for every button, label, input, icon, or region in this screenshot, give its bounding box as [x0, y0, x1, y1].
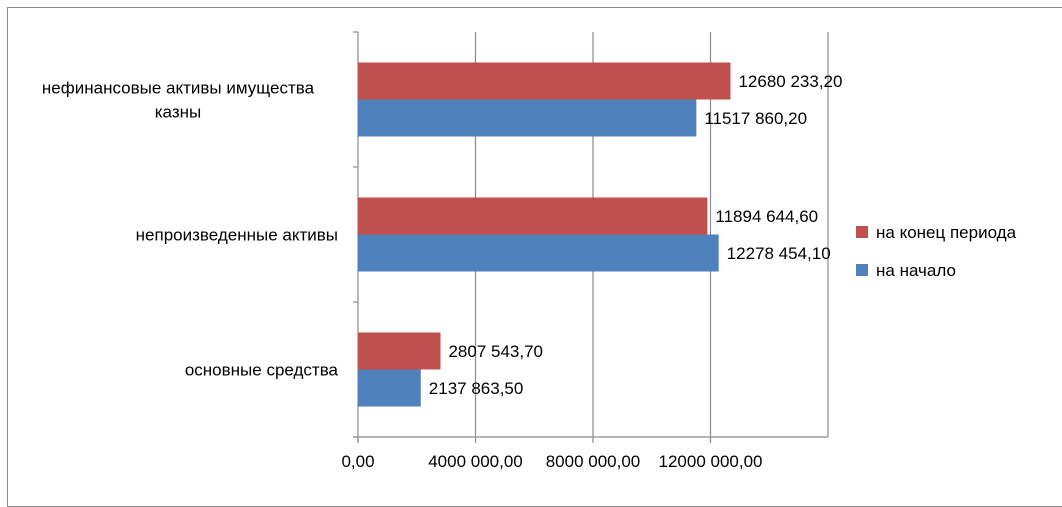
x-tick-label-3: 12000 000,00 [659, 452, 763, 471]
data-label-start-1: 12278 454,10 [727, 244, 831, 263]
data-label-end-1: 11894 644,60 [715, 207, 818, 226]
x-tick-label-0: 0,00 [341, 452, 374, 471]
legend-label-1: на начало [876, 261, 956, 280]
data-label-start-2: 2137 863,50 [429, 379, 524, 398]
category-label-2: основные средства [185, 361, 339, 380]
x-tick-label-2: 8000 000,00 [546, 452, 641, 471]
bar-chart: 0,00 4000 000,00 8000 000,00 12000 000,00 12… [42, 31, 1017, 471]
legend-label-0: на конец периода [876, 223, 1017, 242]
bar-start-1 [358, 234, 719, 272]
bar-start-2 [358, 369, 421, 407]
data-label-end-2: 2807 543,70 [448, 342, 543, 361]
legend-swatch-0 [856, 226, 868, 238]
category-label-1: непроизведенные активы [136, 226, 338, 245]
bar-end-1 [358, 197, 708, 235]
category-label-line: нефинансовые активы имущества [42, 79, 315, 98]
bar-start-0 [358, 99, 697, 137]
category-label-line: казны [155, 103, 201, 122]
bar-end-2 [358, 332, 441, 370]
category-label-line: основные средства [185, 361, 339, 380]
category-label-line: непроизведенные активы [136, 226, 338, 245]
bar-end-0 [358, 62, 731, 100]
category-label-0: нефинансовые активы имущества казны [42, 79, 315, 122]
data-label-start-0: 11517 860,20 [704, 109, 807, 128]
x-tick-label-1: 4000 000,00 [428, 452, 523, 471]
data-label-end-0: 12680 233,20 [738, 72, 842, 91]
legend-swatch-1 [856, 264, 868, 276]
